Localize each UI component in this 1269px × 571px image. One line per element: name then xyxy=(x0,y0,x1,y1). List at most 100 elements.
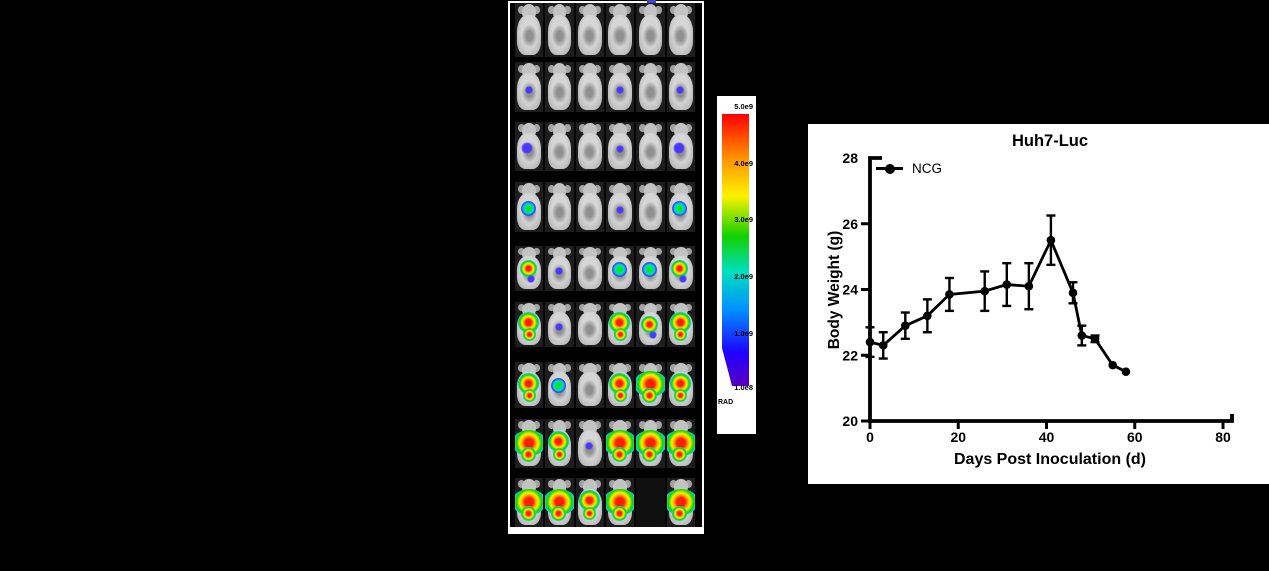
mouse-belly xyxy=(582,320,598,339)
svg-text:22: 22 xyxy=(842,347,858,363)
mouse-image xyxy=(545,62,576,112)
colorbar-tick-label: 2.0e9 xyxy=(734,272,753,281)
bioluminescence-blob xyxy=(679,275,688,284)
mouse-image xyxy=(666,302,695,347)
bioluminescence-blob xyxy=(554,323,563,332)
mouse-image xyxy=(575,246,606,291)
bioluminescence-blob xyxy=(609,372,631,394)
mouse-ear-l xyxy=(578,364,586,372)
bioluminescence-blob xyxy=(615,206,624,214)
mouse-ear-r xyxy=(685,304,692,312)
mouse-ear-r xyxy=(594,480,601,489)
mouse-ear-l xyxy=(518,5,525,15)
mouse-image xyxy=(666,246,695,291)
bioluminescence-blob xyxy=(524,86,533,94)
legend-dot-icon xyxy=(885,163,895,174)
bioluminescence-blob xyxy=(609,312,631,334)
mouse-ear-r xyxy=(685,248,692,256)
mouse-belly xyxy=(582,82,598,103)
mouse-ear-r xyxy=(594,124,601,133)
mouse-ear-r xyxy=(533,124,541,133)
mouse-image xyxy=(666,182,695,232)
mouse-ear-r xyxy=(654,184,662,193)
mouse-ear-l xyxy=(548,364,556,372)
mouse-ear-l xyxy=(518,184,525,193)
mouse-image xyxy=(605,62,637,112)
mouse-belly xyxy=(642,24,659,48)
mouse-ear-l xyxy=(518,421,525,430)
bioluminescence-blob xyxy=(585,442,594,451)
mouse-ear-r xyxy=(685,421,692,430)
mouse-row xyxy=(515,246,695,291)
bioluminescence-blob xyxy=(672,447,688,463)
bioluminescence-blob xyxy=(648,331,657,340)
mouse-belly xyxy=(551,141,568,163)
mouse-ear-l xyxy=(548,64,556,73)
mouse-ear-r xyxy=(654,5,662,15)
colorbar-tick-label: 1.0e8 xyxy=(734,383,753,392)
mouse-belly xyxy=(612,24,628,48)
cropped-edge-artifact xyxy=(647,0,656,3)
bioluminescence-blob xyxy=(676,86,685,94)
mouse-ear-r xyxy=(594,248,601,256)
mouse-ear-l xyxy=(639,364,647,372)
mouse-belly xyxy=(582,24,598,48)
mouse-ear-l xyxy=(578,184,586,193)
bioluminescence-blob xyxy=(550,378,566,394)
mouse-ear-l xyxy=(578,5,586,15)
mouse-belly xyxy=(582,141,598,163)
axis-lines xyxy=(868,156,1234,423)
mouse-ear-l xyxy=(609,124,616,133)
mouse-ear-r xyxy=(624,184,632,193)
mouse-ear-l xyxy=(609,64,616,73)
mouse-image xyxy=(575,122,606,171)
mouse-ear-r xyxy=(624,124,632,133)
mouse-image xyxy=(605,3,637,57)
mouse-belly xyxy=(551,202,568,223)
mouse-ear-r xyxy=(563,421,571,430)
mouse-ear-l xyxy=(518,364,525,372)
mouse-image xyxy=(636,3,667,57)
svg-text:20: 20 xyxy=(842,413,858,429)
mouse-ear-l xyxy=(639,304,647,312)
mouse-row xyxy=(515,182,695,232)
mouse-image xyxy=(515,182,546,232)
mouse-image xyxy=(636,362,667,408)
mouse-image xyxy=(545,478,576,527)
mouse-image xyxy=(515,302,546,347)
mouse-image xyxy=(636,302,667,347)
mouse-image xyxy=(575,362,606,408)
mouse-ear-l xyxy=(639,64,647,73)
bioluminescence-blob xyxy=(521,142,534,155)
mouse-ear-l xyxy=(669,5,677,15)
mouse-ear-r xyxy=(624,304,632,312)
mouse-ear-r xyxy=(594,364,601,372)
mouse-image xyxy=(545,246,576,291)
mouse-ear-l xyxy=(669,304,677,312)
mouse-image xyxy=(545,302,576,347)
mouse-image xyxy=(636,478,667,527)
mouse-ear-l xyxy=(548,184,556,193)
mouse-ear-l xyxy=(669,364,677,372)
mouse-image xyxy=(636,246,667,291)
mouse-ear-r xyxy=(594,184,601,193)
mouse-image xyxy=(575,62,606,112)
mouse-ear-r xyxy=(685,124,692,133)
mouse-image xyxy=(666,419,695,468)
mouse-ear-l xyxy=(548,248,556,256)
mouse-image xyxy=(605,182,637,232)
mouse-image xyxy=(636,419,667,468)
mouse-ear-l xyxy=(578,124,586,133)
mouse-image xyxy=(666,3,695,57)
mouse-image xyxy=(575,419,606,468)
mouse-ear-r xyxy=(624,364,632,372)
bioluminescence-blob xyxy=(640,316,658,333)
bioluminescence-blob xyxy=(522,388,536,402)
colorbar-gradient xyxy=(722,114,749,386)
x-tick-labels: 0 20 40 60 80 xyxy=(866,429,1231,445)
bioluminescence-blob xyxy=(615,145,624,154)
mouse-ear-r xyxy=(563,5,571,15)
mouse-ear-r xyxy=(654,124,662,133)
colorbar-unit-label: RAD xyxy=(718,399,734,406)
